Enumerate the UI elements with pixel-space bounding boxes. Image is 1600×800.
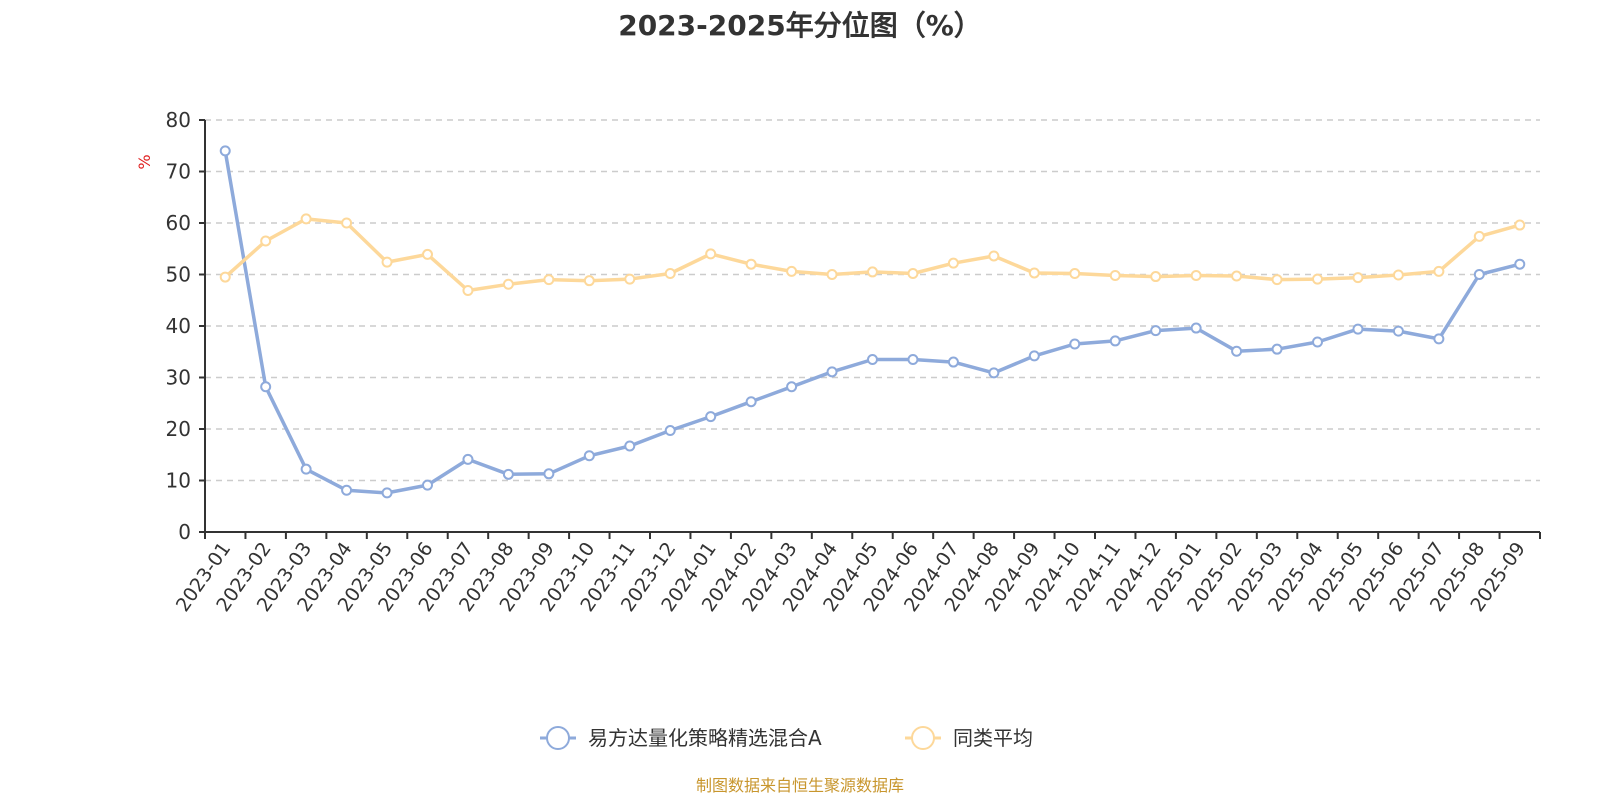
data-point[interactable] [1271, 343, 1283, 355]
data-point[interactable] [1312, 336, 1323, 348]
data-point[interactable] [705, 411, 717, 423]
source-note: 制图数据来自恒生聚源数据库 [695, 776, 904, 795]
data-point[interactable] [1109, 270, 1121, 282]
y-tick-label: 40 [166, 314, 191, 338]
data-point[interactable] [947, 356, 959, 368]
chart-title: 2023-2025年分位图（%） [618, 9, 982, 42]
series-2 [219, 213, 1526, 296]
data-point[interactable] [381, 487, 393, 499]
data-point[interactable] [786, 265, 798, 277]
data-point[interactable] [947, 257, 959, 269]
y-ticks: 0 10 20 30 40 50 60 70 80 [166, 108, 205, 544]
data-point[interactable] [502, 278, 514, 290]
data-point[interactable] [583, 275, 595, 287]
data-point[interactable] [1190, 270, 1202, 282]
data-point[interactable] [705, 248, 717, 260]
y-tick-label: 20 [166, 417, 191, 441]
data-point[interactable] [826, 269, 838, 280]
x-ticks: 2023-012023-022023-032023-042023-052023-… [172, 532, 1541, 616]
data-point[interactable] [624, 440, 636, 452]
data-point[interactable] [907, 267, 919, 279]
data-point[interactable] [422, 479, 433, 491]
data-point[interactable] [1150, 271, 1162, 283]
data-point[interactable] [300, 213, 312, 225]
data-point[interactable] [300, 463, 312, 475]
data-point[interactable] [422, 248, 433, 260]
y-tick-label: 0 [178, 520, 191, 544]
data-point[interactable] [260, 235, 272, 247]
data-point[interactable] [1150, 325, 1162, 337]
data-point[interactable] [462, 284, 474, 296]
legend-marker-icon [911, 726, 935, 750]
data-point[interactable] [664, 267, 676, 279]
data-point[interactable] [1392, 269, 1404, 281]
data-point[interactable] [260, 381, 272, 393]
data-point[interactable] [341, 484, 353, 496]
data-point[interactable] [786, 381, 798, 393]
legend-item-2[interactable]: 同类平均 [905, 726, 1033, 750]
series-1 [219, 145, 1526, 499]
data-point[interactable] [664, 425, 676, 437]
data-point[interactable] [988, 367, 1000, 379]
data-point[interactable] [1473, 269, 1485, 280]
data-point[interactable] [1231, 270, 1243, 282]
series [219, 145, 1526, 499]
series-line [224, 217, 1521, 293]
data-point[interactable] [502, 468, 514, 480]
data-point[interactable] [543, 468, 555, 480]
data-point[interactable] [624, 273, 636, 285]
data-point[interactable] [1069, 338, 1081, 350]
y-tick-label: 10 [166, 469, 191, 493]
data-point[interactable] [583, 450, 595, 462]
legend-item-1[interactable]: 易方达量化策略精选混合A [540, 726, 822, 750]
data-point[interactable] [1473, 230, 1485, 242]
data-point[interactable] [1271, 274, 1283, 286]
data-point[interactable] [462, 453, 474, 465]
data-point[interactable] [1392, 325, 1404, 337]
y-tick-label: 80 [166, 108, 191, 132]
legend-marker-icon [546, 726, 570, 750]
data-point[interactable] [1190, 322, 1202, 334]
data-point[interactable] [219, 145, 231, 157]
data-point[interactable] [745, 396, 757, 408]
data-point[interactable] [867, 353, 878, 365]
data-point[interactable] [867, 266, 878, 278]
legend-label: 同类平均 [953, 726, 1033, 750]
data-point[interactable] [1028, 350, 1040, 362]
y-tick-label: 60 [166, 211, 191, 235]
y-tick-label: 30 [166, 366, 191, 390]
data-point[interactable] [1433, 333, 1445, 345]
data-point[interactable] [1352, 272, 1364, 284]
data-point[interactable] [1514, 219, 1526, 231]
series-line [223, 150, 1521, 495]
data-point[interactable] [826, 366, 838, 378]
data-point[interactable] [1109, 335, 1121, 347]
data-point[interactable] [1231, 345, 1243, 357]
y-tick-label: 50 [166, 263, 191, 287]
data-point[interactable] [1352, 323, 1364, 335]
data-point[interactable] [1069, 267, 1081, 279]
data-point[interactable] [341, 217, 353, 229]
data-point[interactable] [1312, 273, 1323, 285]
data-point[interactable] [219, 271, 231, 283]
data-point[interactable] [381, 256, 393, 268]
data-point[interactable] [1433, 265, 1445, 277]
legend-label: 易方达量化策略精选混合A [588, 726, 822, 750]
y-axis-unit-label: % [135, 154, 154, 169]
y-tick-label: 70 [166, 160, 191, 184]
data-point[interactable] [543, 274, 555, 286]
data-point[interactable] [988, 250, 1000, 262]
data-point[interactable] [1028, 267, 1040, 279]
data-point[interactable] [907, 353, 919, 365]
legend: 易方达量化策略精选混合A 同类平均 [540, 726, 1033, 750]
data-point[interactable] [1514, 258, 1526, 270]
gridlines [205, 119, 1540, 482]
data-point[interactable] [745, 258, 757, 270]
